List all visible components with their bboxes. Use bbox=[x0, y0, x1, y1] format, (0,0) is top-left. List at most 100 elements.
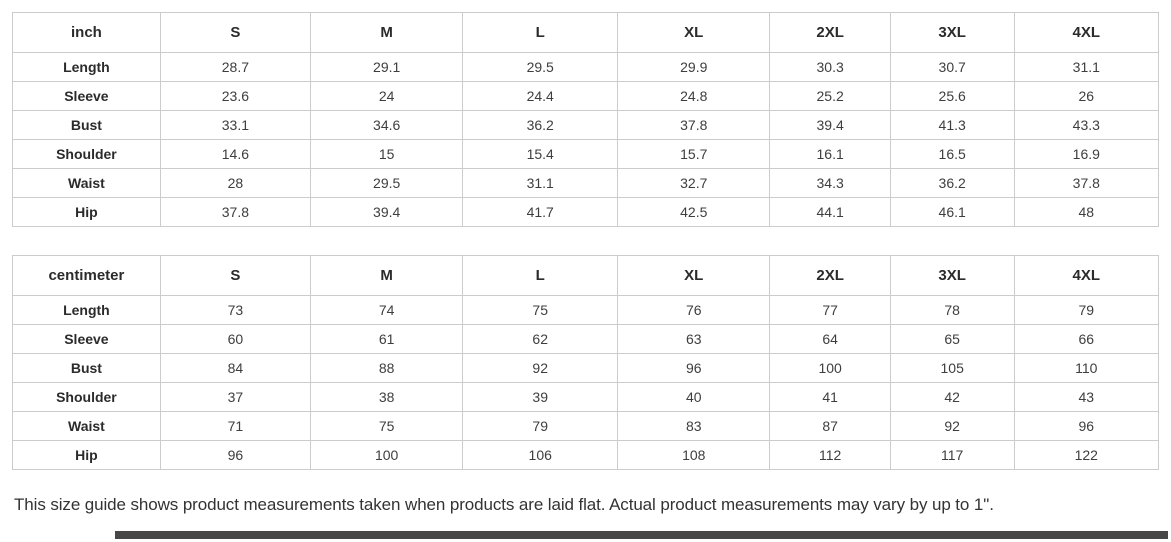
measurement-value: 33.1 bbox=[159, 110, 311, 140]
measurement-value: 37.8 bbox=[159, 197, 311, 227]
measurement-value: 30.3 bbox=[769, 52, 891, 82]
measurement-value: 74 bbox=[309, 295, 464, 325]
measurement-value: 96 bbox=[159, 440, 311, 470]
size-header-s: S bbox=[159, 255, 311, 296]
measurement-label: Shoulder bbox=[12, 139, 161, 169]
measurement-value: 105 bbox=[889, 353, 1015, 383]
measurement-value: 42 bbox=[889, 382, 1015, 412]
measurement-value: 84 bbox=[159, 353, 311, 383]
measurement-row-sleeve: Sleeve 60 61 62 63 64 65 66 bbox=[12, 324, 1160, 354]
measurement-value: 16.1 bbox=[769, 139, 891, 169]
measurement-value: 110 bbox=[1013, 353, 1160, 383]
measurement-value: 60 bbox=[159, 324, 311, 354]
size-header-row: inch S M L XL 2XL 3XL 4XL bbox=[12, 12, 1160, 53]
measurement-value: 83 bbox=[617, 411, 771, 441]
measurement-label: Hip bbox=[12, 440, 161, 470]
measurement-value: 108 bbox=[617, 440, 771, 470]
size-header-4xl: 4XL bbox=[1013, 12, 1160, 53]
measurement-row-length: Length 73 74 75 76 77 78 79 bbox=[12, 295, 1160, 325]
measurement-value: 31.1 bbox=[1013, 52, 1160, 82]
measurement-value: 29.5 bbox=[309, 168, 464, 198]
size-header-3xl: 3XL bbox=[889, 12, 1015, 53]
measurement-value: 112 bbox=[769, 440, 891, 470]
measurement-value: 42.5 bbox=[617, 197, 771, 227]
measurement-value: 92 bbox=[462, 353, 619, 383]
size-header-l: L bbox=[462, 12, 619, 53]
measurement-label: Sleeve bbox=[12, 81, 161, 111]
measurement-row-shoulder: Shoulder 37 38 39 40 41 42 43 bbox=[12, 382, 1160, 412]
measurement-value: 36.2 bbox=[462, 110, 619, 140]
unit-label: centimeter bbox=[12, 255, 161, 296]
measurement-value: 16.5 bbox=[889, 139, 1015, 169]
size-header-2xl: 2XL bbox=[769, 12, 891, 53]
measurement-row-bust: Bust 33.1 34.6 36.2 37.8 39.4 41.3 43.3 bbox=[12, 110, 1160, 140]
size-header-s: S bbox=[159, 12, 311, 53]
measurement-value: 75 bbox=[462, 295, 619, 325]
measurement-value: 28 bbox=[159, 168, 311, 198]
measurement-value: 43 bbox=[1013, 382, 1160, 412]
measurement-row-length: Length 28.7 29.1 29.5 29.9 30.3 30.7 31.1 bbox=[12, 52, 1160, 82]
size-header-l: L bbox=[462, 255, 619, 296]
measurement-value: 76 bbox=[617, 295, 771, 325]
size-header-xl: XL bbox=[617, 255, 771, 296]
measurement-value: 79 bbox=[1013, 295, 1160, 325]
measurement-value: 71 bbox=[159, 411, 311, 441]
measurement-value: 117 bbox=[889, 440, 1015, 470]
measurement-label: Hip bbox=[12, 197, 161, 227]
measurement-value: 24.4 bbox=[462, 81, 619, 111]
size-header-xl: XL bbox=[617, 12, 771, 53]
measurement-value: 29.9 bbox=[617, 52, 771, 82]
measurement-value: 39.4 bbox=[769, 110, 891, 140]
measurement-value: 100 bbox=[769, 353, 891, 383]
unit-label: inch bbox=[12, 12, 161, 53]
measurement-value: 122 bbox=[1013, 440, 1160, 470]
measurement-label: Length bbox=[12, 295, 161, 325]
size-header-m: M bbox=[309, 12, 464, 53]
measurement-value: 15 bbox=[309, 139, 464, 169]
measurement-value: 39 bbox=[462, 382, 619, 412]
measurement-value: 24 bbox=[309, 81, 464, 111]
measurement-value: 15.4 bbox=[462, 139, 619, 169]
measurement-value: 79 bbox=[462, 411, 619, 441]
measurement-value: 36.2 bbox=[889, 168, 1015, 198]
measurement-value: 87 bbox=[769, 411, 891, 441]
measurement-value: 15.7 bbox=[617, 139, 771, 169]
measurement-value: 66 bbox=[1013, 324, 1160, 354]
measurement-value: 41 bbox=[769, 382, 891, 412]
measurement-value: 24.8 bbox=[617, 81, 771, 111]
size-header-m: M bbox=[309, 255, 464, 296]
measurement-value: 37.8 bbox=[1013, 168, 1160, 198]
measurement-value: 39.4 bbox=[309, 197, 464, 227]
size-guide-panel: inch S M L XL 2XL 3XL 4XL Length 28.7 29.1 29.5 29.9… bbox=[0, 12, 1171, 539]
measurement-value: 25.6 bbox=[889, 81, 1015, 111]
measurement-value: 77 bbox=[769, 295, 891, 325]
measurement-value: 37.8 bbox=[617, 110, 771, 140]
size-header-row: centimeter S M L XL 2XL 3XL 4XL bbox=[12, 255, 1160, 296]
measurement-label: Waist bbox=[12, 168, 161, 198]
measurement-value: 29.5 bbox=[462, 52, 619, 82]
measurement-value: 16.9 bbox=[1013, 139, 1160, 169]
measurement-value: 32.7 bbox=[617, 168, 771, 198]
measurement-label: Bust bbox=[12, 110, 161, 140]
measurement-row-bust: Bust 84 88 92 96 100 105 110 bbox=[12, 353, 1160, 383]
measurement-row-sleeve: Sleeve 23.6 24 24.4 24.8 25.2 25.6 26 bbox=[12, 81, 1160, 111]
measurement-value: 28.7 bbox=[159, 52, 311, 82]
measurement-value: 78 bbox=[889, 295, 1015, 325]
measurement-value: 73 bbox=[159, 295, 311, 325]
measurement-value: 96 bbox=[1013, 411, 1160, 441]
measurement-value: 37 bbox=[159, 382, 311, 412]
measurement-value: 92 bbox=[889, 411, 1015, 441]
measurement-value: 23.6 bbox=[159, 81, 311, 111]
size-table-inch: inch S M L XL 2XL 3XL 4XL Length 28.7 29.1 29.5 29.9… bbox=[12, 12, 1160, 227]
measurement-row-waist: Waist 71 75 79 83 87 92 96 bbox=[12, 411, 1160, 441]
measurement-label: Sleeve bbox=[12, 324, 161, 354]
measurement-row-hip: Hip 37.8 39.4 41.7 42.5 44.1 46.1 48 bbox=[12, 197, 1160, 227]
measurement-value: 46.1 bbox=[889, 197, 1015, 227]
measurement-value: 48 bbox=[1013, 197, 1160, 227]
measurement-value: 34.3 bbox=[769, 168, 891, 198]
measurement-value: 40 bbox=[617, 382, 771, 412]
measurement-value: 96 bbox=[617, 353, 771, 383]
measurement-value: 75 bbox=[309, 411, 464, 441]
measurement-value: 88 bbox=[309, 353, 464, 383]
measurement-value: 65 bbox=[889, 324, 1015, 354]
